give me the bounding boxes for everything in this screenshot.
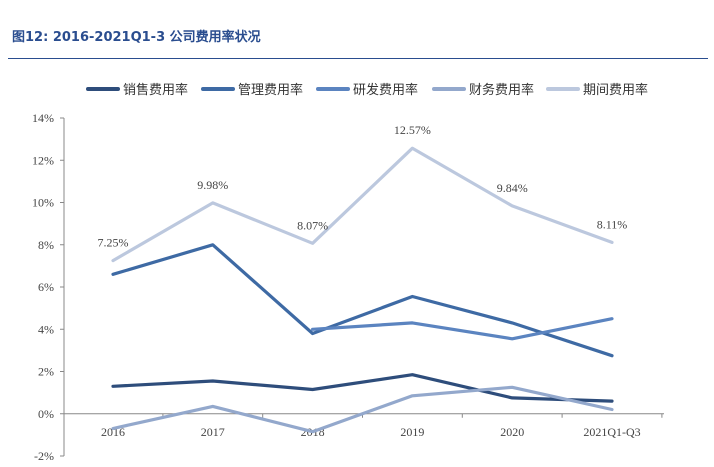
data-label: 9.98%: [197, 178, 228, 192]
figure-header: 图12: 2016-2021Q1-3 公司费用率状况: [8, 8, 708, 59]
y-tick-label: 14%: [32, 111, 54, 125]
legend-label: 期间费用率: [583, 82, 648, 98]
data-label: 7.25%: [98, 236, 129, 250]
chart-legend: 销售费用率 管理费用率 研发费用率 财务费用率 期间费用率: [86, 82, 648, 98]
legend-label: 研发费用率: [353, 82, 418, 98]
y-tick-label: 4%: [38, 322, 54, 336]
data-label: 12.57%: [394, 123, 431, 137]
x-tick-label: 2017: [201, 425, 225, 439]
data-label: 8.07%: [297, 218, 328, 232]
title-divider: [8, 58, 708, 59]
series-line-2: [111, 243, 614, 358]
y-tick-label: 0%: [38, 407, 54, 421]
series-line-3: [311, 317, 614, 341]
y-tick-label: -2%: [34, 449, 54, 463]
chart-axes: -2%0%2%4%6%8%10%12%14%2016 2017 2018 2019 20…: [32, 111, 664, 463]
data-label: 9.84%: [497, 181, 528, 195]
y-tick-label: 10%: [32, 196, 54, 210]
series-line-5: [111, 146, 614, 263]
y-tick-label: 12%: [32, 153, 54, 167]
x-tick-label: 2020: [500, 425, 524, 439]
data-label: 8.11%: [597, 217, 628, 231]
legend-item-5: 期间费用率: [546, 82, 648, 98]
y-tick-label: 2%: [38, 365, 54, 379]
legend-label: 财务费用率: [469, 82, 534, 98]
legend-item-1: 销售费用率: [86, 82, 188, 98]
y-tick-label: 8%: [38, 238, 54, 252]
legend-item-2: 管理费用率: [201, 82, 303, 98]
series-line-4: [111, 385, 614, 434]
legend-label: 管理费用率: [238, 82, 303, 98]
legend-item-3: 研发费用率: [316, 82, 418, 98]
x-tick-label: 2021Q1-Q3: [583, 425, 640, 439]
chart-series: [111, 146, 614, 434]
legend-label: 销售费用率: [123, 82, 188, 98]
chart-data-labels: 7.25% 9.98% 8.07% 12.57% 9.84% 8.11%: [98, 123, 628, 249]
y-tick-label: 6%: [38, 280, 54, 294]
legend-item-4: 财务费用率: [432, 82, 534, 98]
series-line-1: [111, 373, 614, 403]
figure-title: 图12: 2016-2021Q1-3 公司费用率状况: [12, 30, 261, 45]
x-tick-label: 2019: [400, 425, 424, 439]
